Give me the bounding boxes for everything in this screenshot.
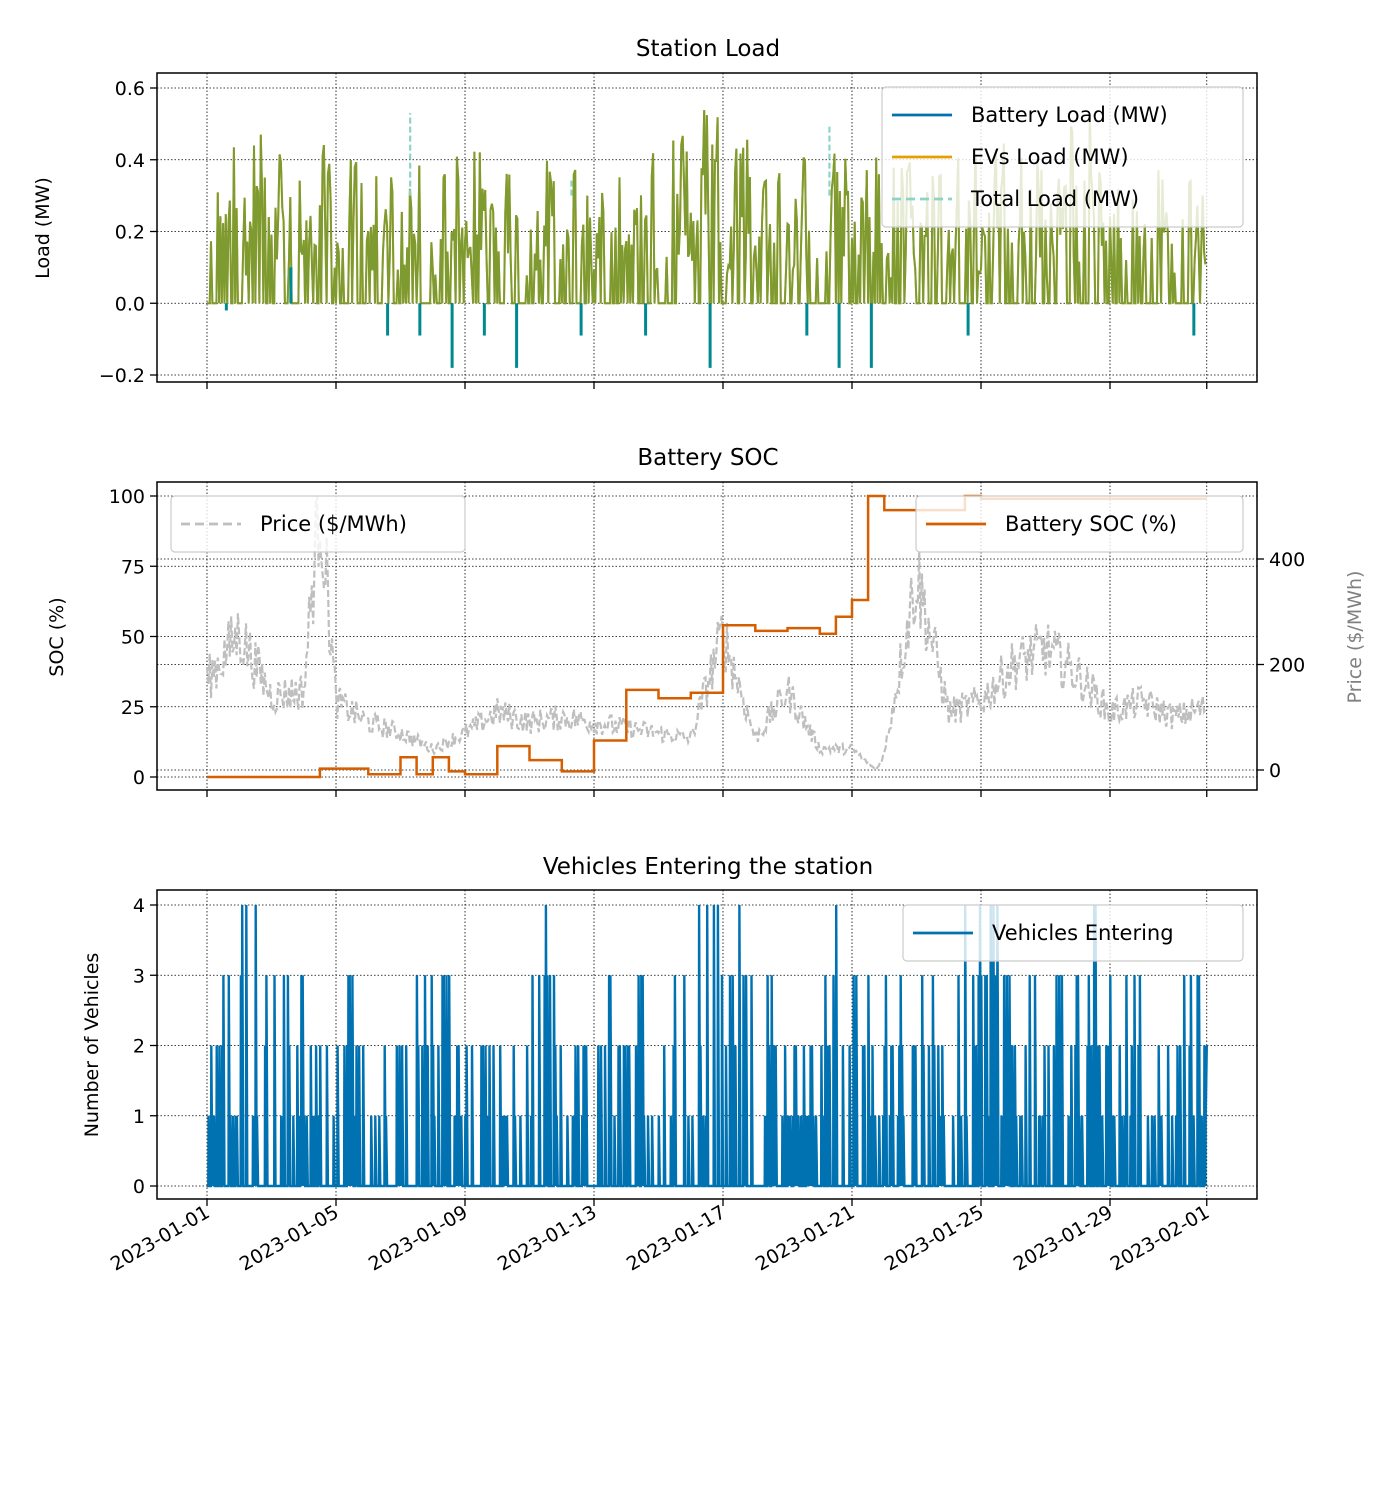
chart-2-y-axis-label: SOC (%) <box>46 597 68 676</box>
chart-2-soc-legend-label: Battery SOC (%) <box>1005 512 1177 536</box>
chart-3-y-axis-label: Number of Vehicles <box>81 953 103 1138</box>
chart-3-legend-label: Vehicles Entering <box>992 921 1174 945</box>
chart-1-y-tick-label: 0.2 <box>115 222 145 244</box>
chart-3-legend <box>902 904 1244 962</box>
chart-2-price-legend <box>170 495 466 553</box>
chart-2-y2-tick-label: 200 <box>1269 655 1305 677</box>
chart-2-y-tick-label: 50 <box>121 627 145 649</box>
chart-2-y-tick-label: 0 <box>133 767 145 789</box>
legend-layer: Battery Load (MW) EVs Load (MW) Total Load… <box>170 86 1244 962</box>
chart-3-title: Vehicles Entering the station <box>543 854 873 880</box>
chart-2-title: Battery SOC <box>637 445 778 471</box>
chart-3-plot-frame <box>156 889 1258 1200</box>
chart-2-soc-legend <box>915 495 1244 553</box>
chart-2-price-legend-label: Price ($/MWh) <box>260 512 407 536</box>
chart-1-legend <box>881 86 1244 228</box>
chart-1-y-tick-label: 0.0 <box>115 293 145 315</box>
chart-1-plot-frame <box>156 72 1258 383</box>
chart-3-y-tick-label: 4 <box>133 895 145 917</box>
chart-3-y-tick-label: 1 <box>133 1106 145 1128</box>
frame-layer <box>150 72 1264 1206</box>
chart-3-y-tick-label: 2 <box>133 1036 145 1058</box>
chart-1-legend-label: EVs Load (MW) <box>971 145 1129 169</box>
chart-2-y-tick-label: 100 <box>109 486 145 508</box>
battery-soc-line <box>207 494 1207 779</box>
chart-1-y-tick-label: 0.4 <box>115 150 145 172</box>
chart-1-y-tick-label: 0.6 <box>115 78 145 100</box>
chart-1-title: Station Load <box>636 36 780 62</box>
chart-2-plot-frame <box>156 481 1258 791</box>
chart-1-legend-label: Battery Load (MW) <box>971 103 1168 127</box>
chart-3-y-tick-label: 0 <box>133 1176 145 1198</box>
chart-1-legend-label: Total Load (MW) <box>970 187 1139 211</box>
chart-2-y-tick-label: 75 <box>121 556 145 578</box>
chart-2-right-axis-label: Price ($/MWh) <box>1344 571 1366 704</box>
chart-1-y-axis-label: Load (MW) <box>32 177 54 279</box>
chart-2-y-tick-label: 25 <box>121 697 145 719</box>
chart-3-y-tick-label: 3 <box>133 965 145 987</box>
chart-1-y-tick-label: −0.2 <box>99 365 145 387</box>
chart-2-y2-tick-label: 400 <box>1269 549 1305 571</box>
vehicles-entering-line <box>207 904 1208 1188</box>
chart-2-y2-tick-label: 0 <box>1269 760 1281 782</box>
